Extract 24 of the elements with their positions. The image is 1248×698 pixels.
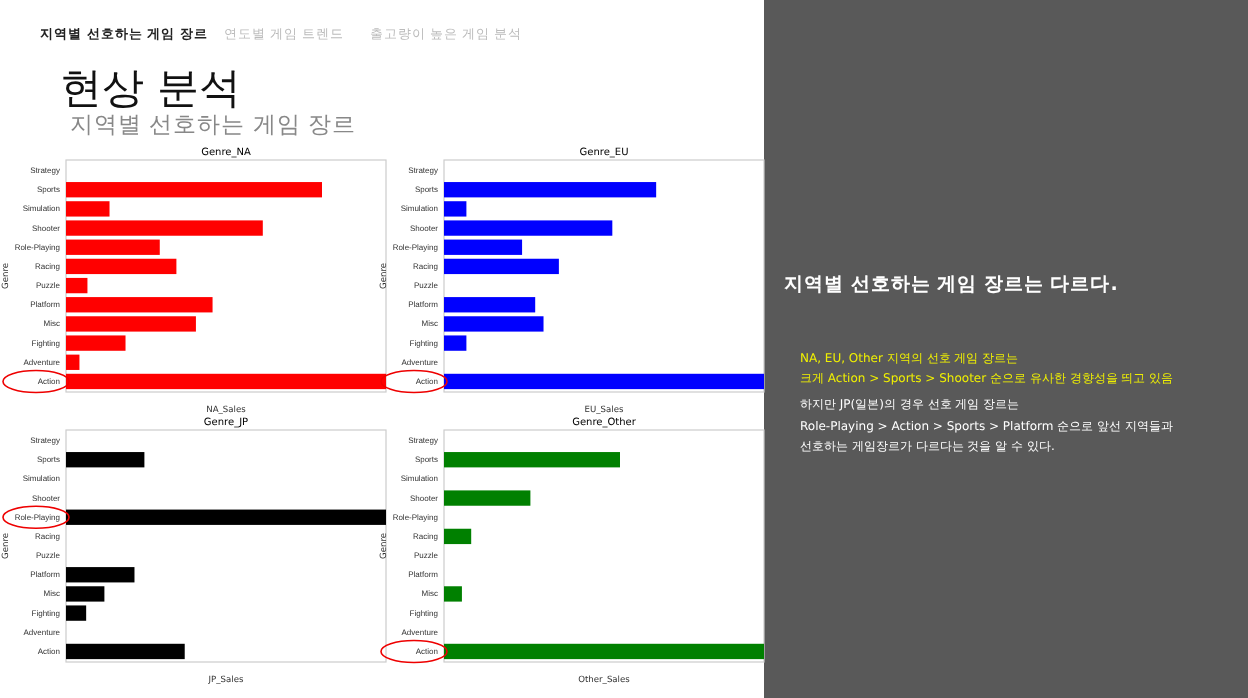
bar — [66, 643, 185, 660]
bar — [66, 373, 386, 390]
text: 지역별 선호하는 게임 장르 — [70, 110, 356, 138]
bar — [444, 490, 531, 506]
bar — [444, 586, 462, 602]
bar — [66, 297, 213, 313]
bar — [66, 452, 145, 468]
bar — [66, 182, 322, 198]
bar — [444, 297, 536, 313]
bar — [444, 182, 657, 198]
bar — [66, 239, 160, 255]
bar — [444, 373, 764, 390]
bar — [444, 528, 472, 545]
bar — [66, 567, 135, 583]
text: 지역별 선호하는 게임 장르는 다르다. — [784, 274, 1118, 296]
bar — [66, 354, 80, 370]
bar — [444, 452, 620, 468]
bar — [66, 258, 177, 275]
text: 현상 분석 — [60, 64, 242, 112]
bar — [444, 258, 559, 275]
bar — [66, 277, 88, 294]
bar — [444, 643, 764, 660]
bar — [444, 239, 523, 255]
bar — [66, 509, 386, 525]
